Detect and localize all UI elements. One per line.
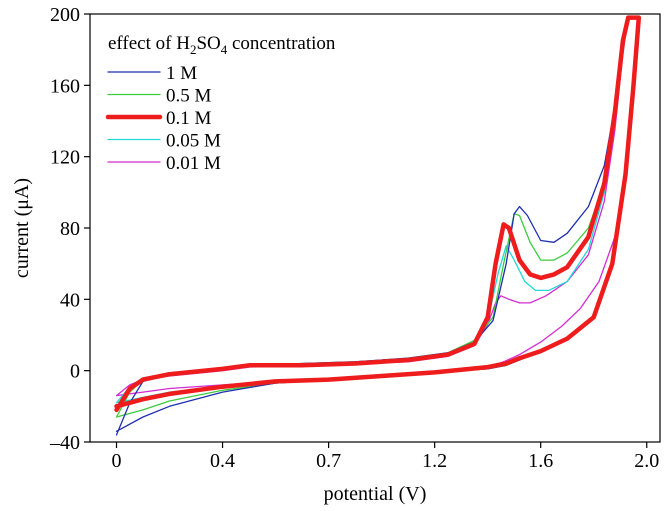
- legend-label-0: 1 M: [166, 63, 197, 84]
- legend-title-mid: SO: [196, 33, 220, 54]
- x-tick-label-4: 1.6: [528, 450, 553, 472]
- y-tick-label-1: 0: [70, 361, 80, 383]
- y-tick-label-0: –40: [49, 432, 80, 454]
- legend-label-1: 0.5 M: [166, 86, 212, 107]
- x-tick-label-2: 0.7: [316, 450, 341, 472]
- x-axis: 0 0.4 0.7 1.2 1.6 2.0: [112, 442, 659, 472]
- y-tick-label-6: 200: [50, 4, 80, 26]
- y-axis: –40 0 40 80 120 160 200: [49, 4, 90, 454]
- y-tick-label-2: 40: [60, 289, 80, 311]
- legend-label-3: 0.05 M: [166, 131, 221, 152]
- x-tick-label-3: 1.2: [422, 450, 447, 472]
- x-tick-label-0: 0: [112, 450, 122, 472]
- legend-title: effect of H2SO4 concentration: [108, 33, 336, 57]
- x-tick-label-1: 0.4: [210, 450, 235, 472]
- y-tick-label-3: 80: [60, 218, 80, 240]
- legend: 1 M0.5 M0.1 M0.05 M0.01 M: [105, 63, 221, 174]
- legend-label-4: 0.01 M: [166, 153, 221, 174]
- x-axis-label: potential (V): [324, 483, 427, 505]
- legend-label-2: 0.1 M: [166, 108, 212, 129]
- y-axis-label: current (μA): [11, 178, 33, 278]
- legend-title-pre: effect of H: [108, 33, 190, 54]
- plot-curves: [114, 15, 642, 436]
- legend-title-post: concentration: [227, 33, 336, 54]
- y-tick-label-5: 160: [50, 75, 80, 97]
- x-tick-label-5: 2.0: [634, 450, 659, 472]
- legend-title-sub2: 4: [221, 42, 228, 57]
- series-line-2: [114, 15, 642, 413]
- y-tick-label-4: 120: [50, 147, 80, 169]
- legend-title-sub1: 2: [190, 42, 197, 57]
